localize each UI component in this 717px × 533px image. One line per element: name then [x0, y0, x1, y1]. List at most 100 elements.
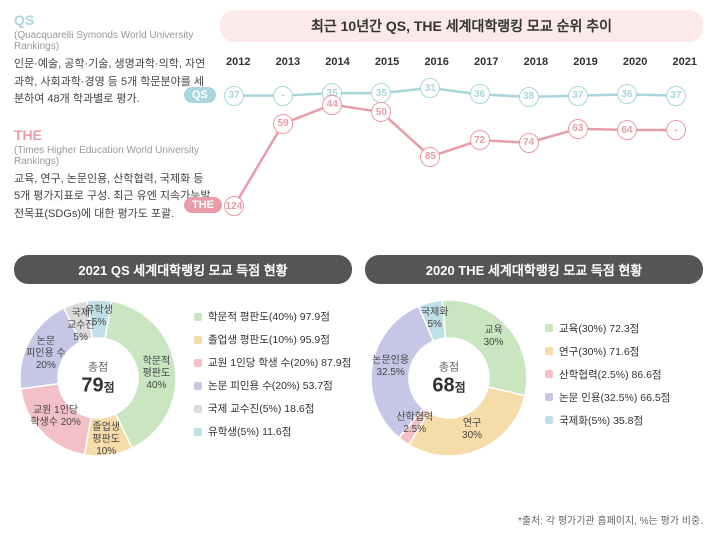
- the-center-suffix: 점: [455, 381, 466, 395]
- qs-center-suffix: 점: [104, 381, 115, 395]
- the-legend: 교육(30%) 72.3점연구(30%) 71.6점산학협력(2.5%) 86.…: [533, 321, 703, 436]
- rank-point: 37: [666, 86, 686, 106]
- qs-desc: QS (Quacquarelli Symonds World Universit…: [14, 12, 212, 109]
- legend-item: 학문적 평판도(40%) 97.9점: [194, 309, 352, 324]
- rank-point: 36: [617, 84, 637, 104]
- the-sub: (Times Higher Education World University…: [14, 145, 212, 167]
- rank-point: 36: [470, 84, 490, 104]
- the-text: 교육, 연구, 논문인용, 산학협력, 국제화 등 5개 평가지표로 구성. 최…: [14, 171, 212, 224]
- legend-swatch: [545, 416, 553, 424]
- rank-point: 44: [322, 95, 342, 115]
- legend-swatch: [545, 324, 553, 332]
- legend-item: 논문 인용(32.5%) 66.5점: [545, 390, 703, 405]
- the-title: THE: [14, 127, 212, 143]
- legend-swatch: [194, 405, 202, 413]
- donut-segment-label: 연구30%: [444, 418, 500, 442]
- rank-point: 50: [371, 102, 391, 122]
- legend-text: 학문적 평판도(40%) 97.9점: [208, 309, 330, 324]
- legend-item: 졸업생 평판도(10%) 95.9점: [194, 332, 352, 347]
- qs-donut-center: 총점 79점: [81, 359, 114, 398]
- legend-swatch: [194, 313, 202, 321]
- year-label: 2013: [276, 56, 300, 68]
- donut-segment-label: 국제화5%: [407, 307, 463, 331]
- rank-point: 38: [519, 87, 539, 107]
- footnote: *출처: 각 평가기관 홈페이지, %는 평가 비중.: [518, 512, 703, 527]
- rank-point: 124: [224, 196, 244, 216]
- legend-item: 국제화(5%) 35.8점: [545, 413, 703, 428]
- legend-item: 산학협력(2.5%) 86.6점: [545, 367, 703, 382]
- legend-swatch: [194, 428, 202, 436]
- qs-text: 인문·예술, 공학·기술, 생명과학·의학, 자연과학, 사회과학·경영 등 5…: [14, 56, 212, 109]
- legend-swatch: [194, 382, 202, 390]
- qs-sub: (Quacquarelli Symonds World University R…: [14, 30, 212, 52]
- the-center-label: 총점: [432, 359, 465, 375]
- qs-center-value: 79: [81, 375, 103, 397]
- rank-point: 85: [420, 147, 440, 167]
- the-desc: THE (Times Higher Education World Univer…: [14, 127, 212, 224]
- legend-text: 교육(30%) 72.3점: [559, 321, 639, 336]
- donut-segment-label: 유학생5%: [71, 305, 127, 329]
- chart-title: 최근 10년간 QS, THE 세계대학랭킹 모교 순위 추이: [220, 10, 703, 42]
- year-label: 2017: [474, 56, 498, 68]
- rank-trend-chart: 최근 10년간 QS, THE 세계대학랭킹 모교 순위 추이 20122013…: [220, 0, 717, 255]
- rank-point: 31: [420, 78, 440, 98]
- the-center-value: 68: [432, 375, 454, 397]
- legend-text: 국제화(5%) 35.8점: [559, 413, 643, 428]
- qs-center-label: 총점: [81, 359, 114, 375]
- legend-text: 산학협력(2.5%) 86.6점: [559, 367, 662, 382]
- qs-legend: 학문적 평판도(40%) 97.9점졸업생 평판도(10%) 95.9점교원 1…: [182, 309, 352, 447]
- rank-point: 74: [519, 133, 539, 153]
- the-donut-title: 2020 THE 세계대학랭킹 모교 득점 현황: [365, 255, 703, 284]
- rank-point: 37: [224, 86, 244, 106]
- rank-point: 35: [371, 83, 391, 103]
- the-donut-box: 2020 THE 세계대학랭킹 모교 득점 현황 총점 68점 교육30% 연구3…: [365, 255, 703, 462]
- donut-segment-label: 논문인용32.5%: [363, 355, 419, 379]
- rank-point: 63: [568, 119, 588, 139]
- legend-item: 논문 피인용 수(20%) 53.7점: [194, 378, 352, 393]
- rank-point: 37: [568, 86, 588, 106]
- legend-text: 교원 1인당 학생 수(20%) 87.9점: [208, 355, 351, 370]
- qs-donut-chart: 총점 79점 학문적평판도40%졸업생평판도10%교원 1인당학생수 20%논문…: [14, 294, 182, 462]
- legend-text: 연구(30%) 71.6점: [559, 344, 639, 359]
- qs-donut-content: 총점 79점 학문적평판도40%졸업생평판도10%교원 1인당학생수 20%논문…: [14, 294, 352, 462]
- qs-donut-title: 2021 QS 세계대학랭킹 모교 득점 현황: [14, 255, 352, 284]
- donut-segment-label: 교육30%: [466, 325, 522, 349]
- the-donut-chart: 총점 68점 교육30% 연구30%산학협력2.5% 논문인용32.5% 국제화5%: [365, 294, 533, 462]
- legend-text: 유학생(5%) 11.6점: [208, 424, 291, 439]
- donut-segment-label: 교원 1인당학생수 20%: [28, 405, 84, 429]
- year-label: 2020: [623, 56, 647, 68]
- rank-point: -: [273, 86, 293, 106]
- legend-swatch: [545, 347, 553, 355]
- legend-item: 교원 1인당 학생 수(20%) 87.9점: [194, 355, 352, 370]
- the-donut-center: 총점 68점: [432, 359, 465, 398]
- rank-point: 64: [617, 120, 637, 140]
- rank-point: -: [666, 120, 686, 140]
- legend-text: 논문 피인용 수(20%) 53.7점: [208, 378, 333, 393]
- year-label: 2018: [524, 56, 548, 68]
- top-section: QS (Quacquarelli Symonds World Universit…: [0, 0, 717, 255]
- qs-donut-box: 2021 QS 세계대학랭킹 모교 득점 현황 총점 79점 학문적평판도40%…: [14, 255, 352, 462]
- year-label: 2015: [375, 56, 399, 68]
- legend-swatch: [545, 370, 553, 378]
- legend-item: 국제 교수진(5%) 18.6점: [194, 401, 352, 416]
- legend-swatch: [545, 393, 553, 401]
- legend-swatch: [194, 336, 202, 344]
- line-chart-canvas: QS37-3535313638373637THE1245944508572746…: [220, 74, 703, 214]
- legend-item: 연구(30%) 71.6점: [545, 344, 703, 359]
- legend-text: 논문 인용(32.5%) 66.5점: [559, 390, 670, 405]
- qs-title: QS: [14, 12, 212, 28]
- the-donut-content: 총점 68점 교육30%연구30%산학협력2.5%논문인용32.5%국제화5% …: [365, 294, 703, 462]
- rankings-descriptions: QS (Quacquarelli Symonds World Universit…: [0, 0, 220, 255]
- legend-text: 국제 교수진(5%) 18.6점: [208, 401, 314, 416]
- donut-segment-label: 산학협력2.5%: [387, 412, 443, 436]
- legend-swatch: [194, 359, 202, 367]
- legend-text: 졸업생 평판도(10%) 95.9점: [208, 332, 330, 347]
- year-axis: 2012201320142015201620172018201920202021: [220, 56, 703, 68]
- year-label: 2014: [325, 56, 349, 68]
- year-label: 2016: [424, 56, 448, 68]
- year-label: 2021: [672, 56, 696, 68]
- legend-item: 유학생(5%) 11.6점: [194, 424, 352, 439]
- donut-segment-label: 졸업생평판도10%: [78, 422, 134, 458]
- rank-point: 72: [470, 130, 490, 150]
- year-label: 2019: [573, 56, 597, 68]
